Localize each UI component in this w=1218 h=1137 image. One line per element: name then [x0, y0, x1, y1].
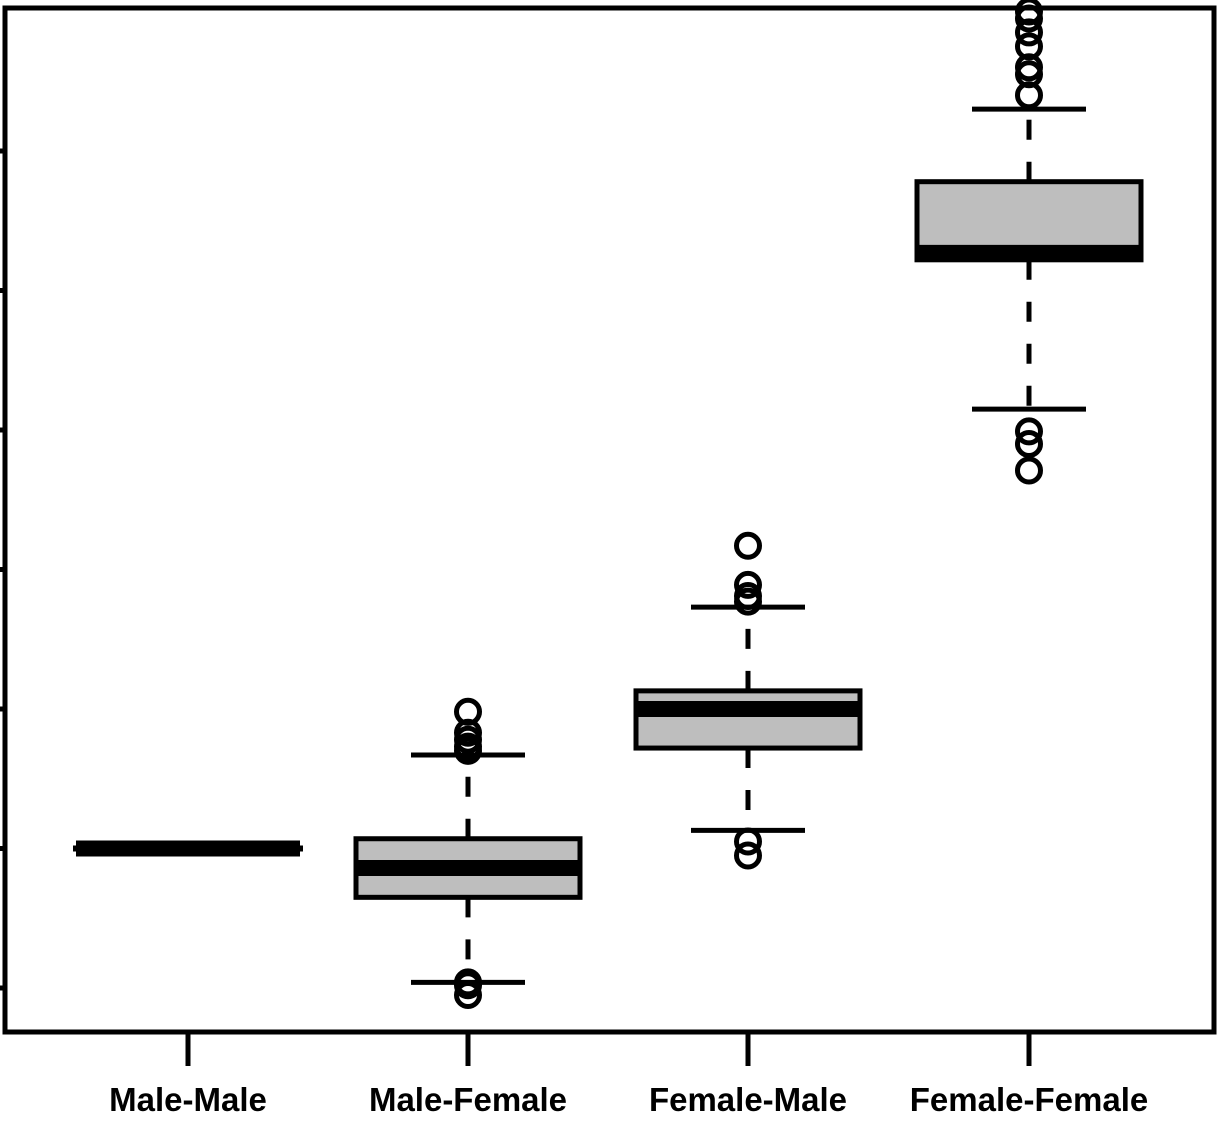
outlier-point: [454, 980, 482, 1009]
outlier-point: [454, 697, 482, 726]
box-iqr: [633, 688, 863, 751]
plot-frame: [2, 5, 1217, 1035]
outlier-point: [734, 582, 762, 611]
y-axis: [0, 148, 5, 991]
outlier-point: [734, 531, 762, 560]
outlier-point: [734, 841, 762, 870]
outlier-point: [454, 968, 482, 997]
x-tick-label: Male-Male: [109, 1081, 267, 1118]
outlier-point: [1015, 0, 1043, 26]
outlier-point: [1015, 456, 1043, 485]
outlier-point: [734, 570, 762, 599]
outlier-point: [1015, 32, 1043, 61]
box-group: [73, 0, 1144, 1009]
box-female-male: [633, 531, 863, 870]
box-male-female: [353, 697, 583, 1009]
outlier-point: [1015, 417, 1043, 446]
box-female-female: [914, 0, 1144, 485]
x-tick-label: Male-Female: [369, 1081, 567, 1118]
outlier-point: [1015, 429, 1043, 458]
x-axis: Male-Male Male-Female Female-Male Female-Fe…: [109, 1032, 1148, 1118]
x-tick-label: Female-Male: [649, 1081, 847, 1118]
outlier-point: [734, 827, 762, 856]
x-tick-label: Female-Female: [910, 1081, 1148, 1118]
